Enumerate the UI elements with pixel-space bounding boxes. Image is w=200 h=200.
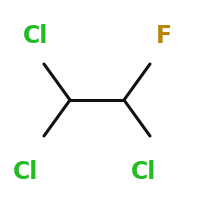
- Text: Cl: Cl: [23, 24, 49, 48]
- Text: Cl: Cl: [131, 160, 157, 184]
- Text: Cl: Cl: [13, 160, 39, 184]
- Text: F: F: [156, 24, 172, 48]
